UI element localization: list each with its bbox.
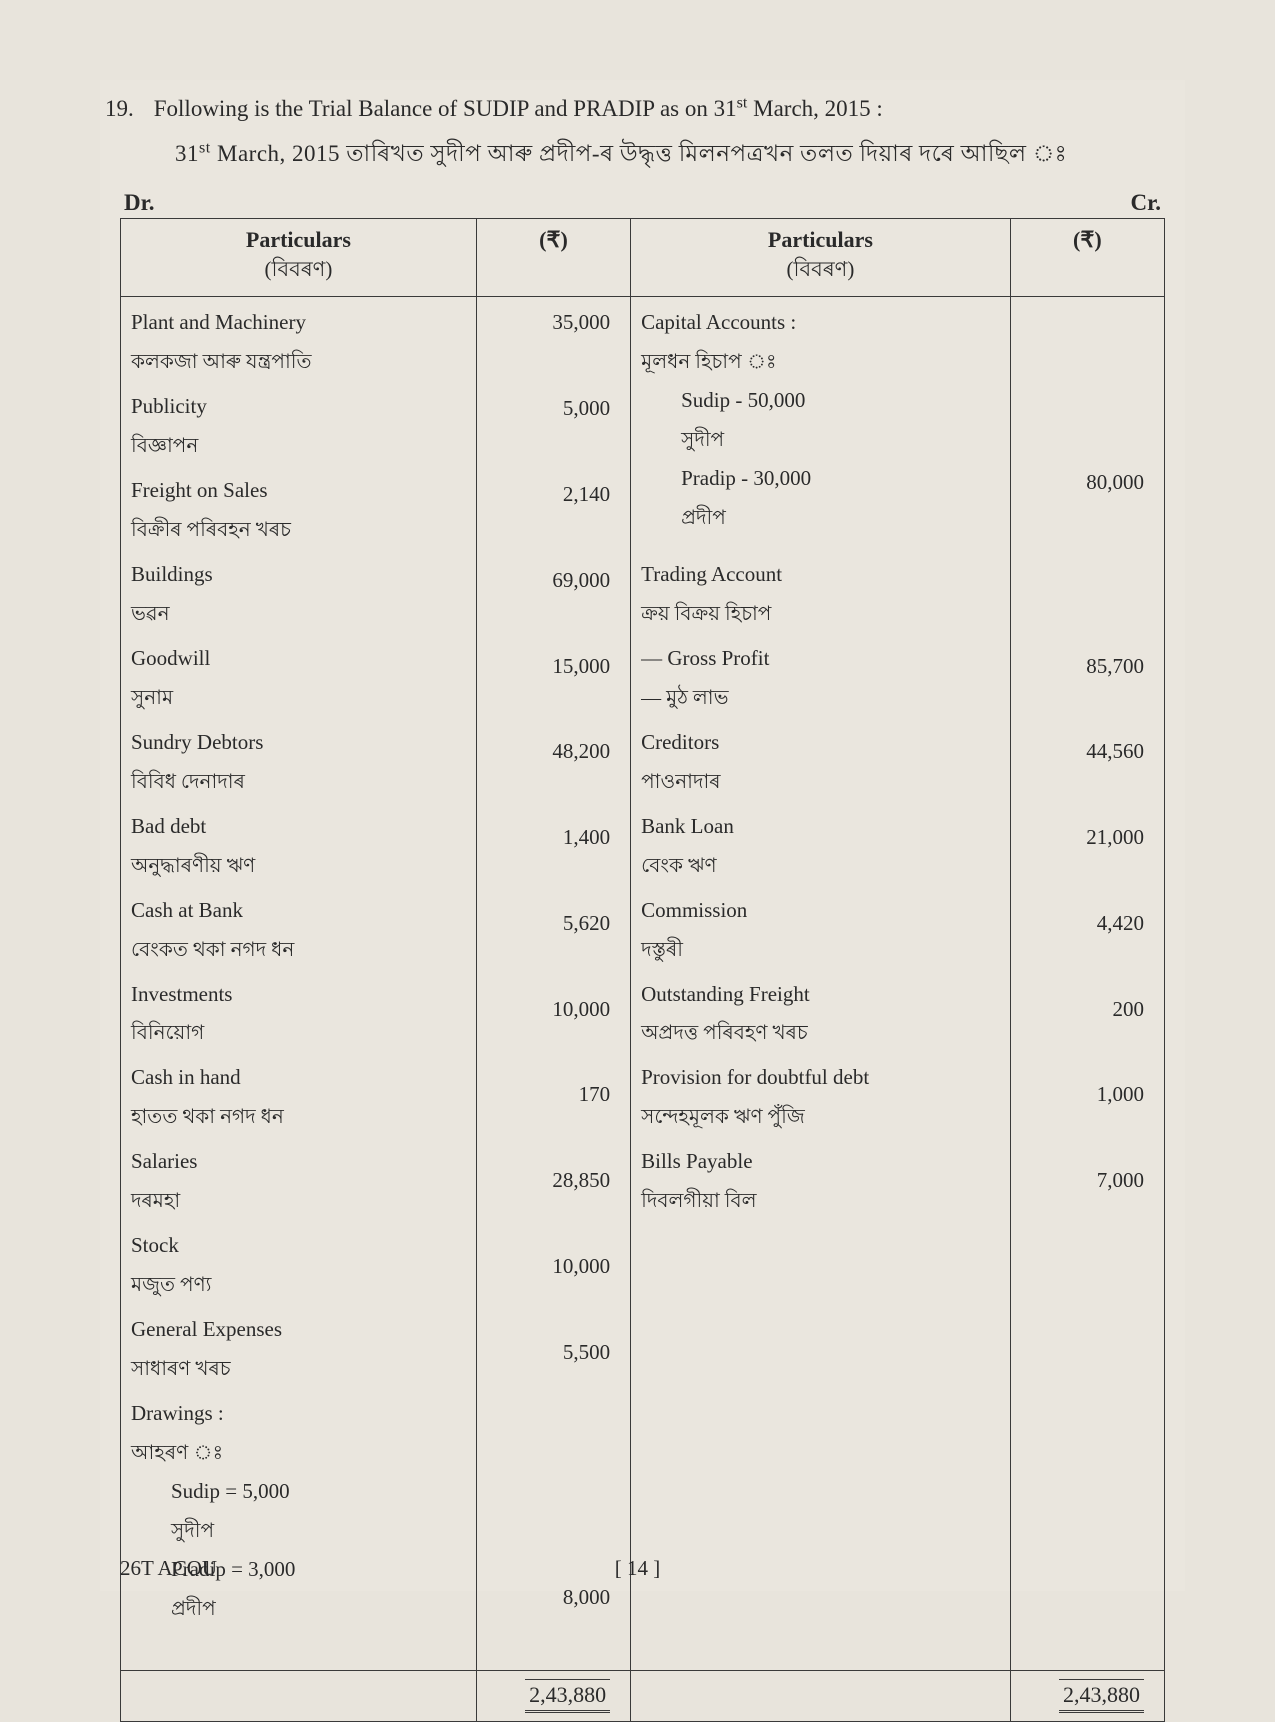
trial-balance-table: Particulars (বিবৰণ) (₹) Particulars (বিব… [120,218,1165,1722]
debit-particulars-cell: Plant and Machineryকলকজা আৰু যন্ত্ৰপাতি … [121,297,477,1671]
cr-label: Cr. [1131,190,1161,216]
question-text-as: 31st March, 2015 তাৰিখত সুদীপ আৰু প্ৰদীপ… [175,135,1165,174]
th-particulars-cr: Particulars (বিবৰণ) [631,219,1011,297]
total-debit: 2,43,880 [476,1670,630,1721]
th-particulars-dr: Particulars (বিবৰণ) [121,219,477,297]
total-blank-1 [121,1670,477,1721]
question-text-en: Following is the Trial Balance of SUDIP … [154,96,883,121]
dr-label: Dr. [124,190,154,216]
debit-amounts-cell: 35,000 5,000 2,140 69,000 15,000 48,200 … [476,297,630,1671]
th-amount-dr: (₹) [476,219,630,297]
question-line: 19. Following is the Trial Balance of SU… [155,90,1165,127]
footer-page: [ 14 ] [615,1556,661,1581]
footer-code: 26T ACOU [120,1556,217,1581]
total-blank-2 [631,1670,1011,1721]
credit-amounts-cell: 80,000 85,700 44,560 21,000 4,420 200 1,… [1010,297,1164,1671]
credit-particulars-cell: Capital Accounts : মূলধন হিচাপ ঃ Sudip -… [631,297,1011,1671]
total-credit: 2,43,880 [1010,1670,1164,1721]
th-amount-cr: (₹) [1010,219,1164,297]
